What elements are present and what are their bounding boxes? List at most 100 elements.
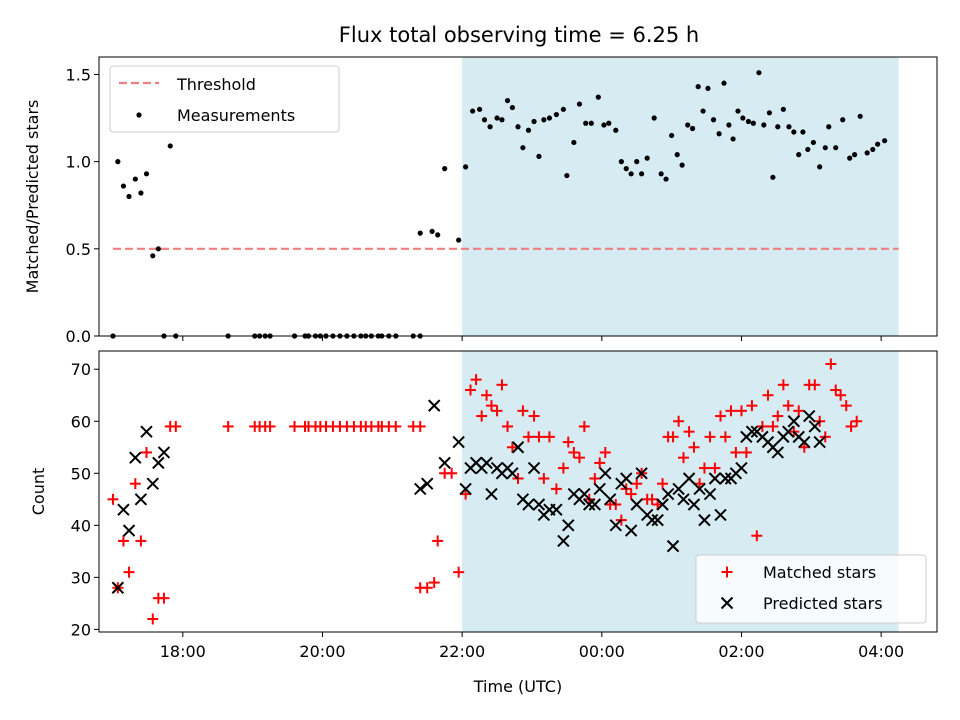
measurement-point (571, 139, 577, 146)
measurement-point (663, 176, 669, 182)
matched-star-point (465, 384, 477, 396)
predicted-star-point (630, 498, 643, 511)
predicted-star-point (620, 472, 633, 485)
predicted-star-point (677, 493, 690, 506)
matched-star-point (147, 613, 159, 625)
bottom-legend-box (695, 554, 927, 624)
matched-star-point (825, 358, 837, 370)
matched-star-point (485, 400, 497, 412)
measurement-point (740, 115, 746, 121)
predicted-star-point (578, 487, 591, 501)
bottom-y-tick-label: 70 (71, 360, 91, 379)
matched-star-point (421, 582, 433, 594)
predicted-star-point (152, 456, 165, 470)
top-legend-box (109, 65, 340, 133)
matched-star-point (809, 379, 821, 391)
measurement-point (735, 108, 741, 114)
predicted-stars-points (111, 399, 826, 594)
predicted-star-point (532, 498, 546, 511)
measurement-point (442, 166, 448, 172)
predicted-star-point (808, 420, 821, 433)
measurement-point (770, 174, 776, 180)
x-tick-label: 04:00 (858, 642, 904, 661)
predicted-star-point (603, 493, 617, 506)
legend-predicted-label: Predicted stars (763, 594, 883, 613)
matched-star-point (129, 478, 141, 490)
measurement-point (766, 110, 773, 116)
top-axes-frame (98, 56, 938, 337)
matched-star-point (557, 462, 569, 474)
matched-star-point (470, 374, 482, 386)
matched-star-point (446, 467, 458, 479)
matched-star-point (835, 389, 847, 401)
predicted-star-point (661, 487, 675, 501)
measurement-point (623, 166, 629, 172)
measurement-point (606, 120, 612, 126)
bottom-panel: 20 30 40 50 60 70 18:00 20:00 22:00 00:00 02:00 04:… (29, 350, 938, 696)
predicted-star-point (146, 477, 159, 490)
top-y-tick-label: 1.0 (66, 153, 91, 172)
predicted-star-point (421, 477, 434, 490)
measurement-point (463, 164, 469, 170)
measurement-point (541, 117, 547, 123)
measurement-point (618, 159, 624, 165)
predicted-star-point (506, 467, 519, 480)
matched-star-point (589, 472, 601, 484)
predicted-star-point (485, 487, 498, 501)
matched-star-point (782, 400, 794, 412)
matched-star-point (123, 566, 135, 578)
predicted-star-point (802, 409, 816, 423)
matched-star-point (735, 405, 747, 417)
measurement-point (875, 141, 881, 147)
predicted-star-point (557, 534, 570, 548)
matched-star-point (491, 405, 503, 417)
top-y-axis-label: Matched/Predicted stars (23, 100, 42, 294)
predicted-star-point (593, 482, 606, 496)
predicted-star-point (134, 493, 148, 506)
matched-star-point (762, 389, 774, 401)
measurement-point (750, 120, 756, 126)
bottom-y-tick-label: 30 (71, 568, 91, 587)
measurement-point (679, 162, 685, 168)
measurement-point (150, 253, 156, 259)
measurement-point (143, 171, 150, 177)
predicted-star-point (562, 519, 575, 532)
measurement-point (689, 125, 696, 132)
matched-star-point (625, 488, 637, 500)
bottom-y-axis-label: Count (29, 468, 48, 516)
predicted-star-point (698, 513, 711, 527)
predicted-star-point (588, 498, 602, 511)
matched-star-point (222, 420, 234, 432)
measurement-point (155, 246, 161, 252)
predicted-star-point (459, 482, 472, 496)
measurement-point (857, 113, 863, 119)
predicted-star-point (735, 461, 748, 475)
matched-star-point (751, 530, 763, 542)
matched-star-point (594, 457, 606, 469)
top-axis-ticks: 0.0 0.5 1.0 1.5 (66, 65, 882, 346)
measurement-point (456, 237, 462, 243)
measurement-point (576, 101, 583, 107)
predicted-star-point (813, 435, 826, 449)
x-tick-label: 00:00 (579, 642, 625, 661)
measurement-point (583, 120, 589, 126)
predicted-star-point (583, 498, 596, 511)
measurement-point (429, 228, 435, 234)
matched-star-point (264, 420, 276, 432)
top-y-tick-label: 0.5 (66, 240, 91, 259)
bottom-axes-frame (98, 350, 938, 633)
bottom-y-tick-label: 40 (71, 516, 91, 535)
measurement-point (470, 108, 476, 114)
legend-predicted-swatch (720, 596, 734, 610)
measurement-point (685, 122, 691, 128)
legend-cross-marker (720, 596, 734, 610)
measurement-point (126, 193, 132, 200)
matched-star-point (506, 441, 518, 453)
measurement-point (870, 146, 876, 153)
measurement-point (634, 159, 640, 165)
measurement-point (520, 145, 526, 151)
matched-star-point (725, 405, 737, 417)
measurement-point (435, 232, 441, 238)
measurement-point (639, 171, 645, 177)
predicted-star-point (522, 498, 535, 511)
